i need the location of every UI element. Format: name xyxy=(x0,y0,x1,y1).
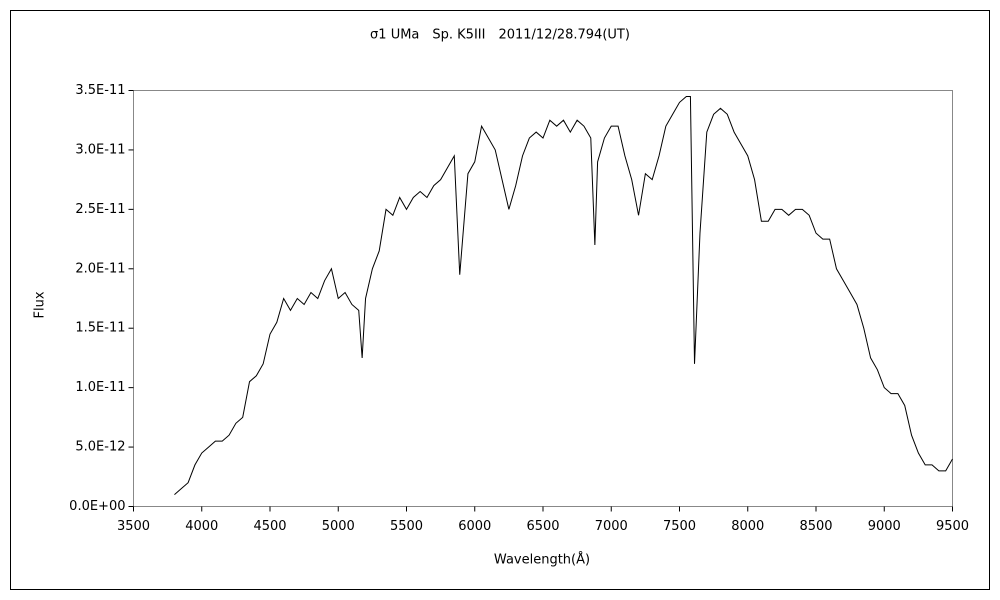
plot-area xyxy=(133,90,953,507)
x-tick-label: 5000 xyxy=(322,519,355,534)
x-tick-label: 9000 xyxy=(868,519,901,534)
y-tick-label: 2.0E-11 xyxy=(75,261,125,276)
x-tick-label: 5500 xyxy=(390,519,423,534)
x-tick-label: 4000 xyxy=(185,519,218,534)
y-tick-label: 1.0E-11 xyxy=(75,380,125,395)
y-tick-label: 0.0E+00 xyxy=(69,499,125,514)
y-tick-label: 2.5E-11 xyxy=(75,202,125,217)
spectrum-line xyxy=(174,95,953,495)
x-tick-label: 6000 xyxy=(458,519,491,534)
x-axis-label: Wavelength(Å) xyxy=(494,552,590,568)
y-tick-label: 1.5E-11 xyxy=(75,321,125,336)
x-tick-label: 3500 xyxy=(117,519,150,534)
x-tick-label: 8000 xyxy=(731,519,764,534)
x-tick-label: 8500 xyxy=(799,519,832,534)
x-tick-label: 7000 xyxy=(595,519,628,534)
x-tick-label: 4500 xyxy=(253,519,286,534)
chart-title: σ1 UMa Sp. K5III 2011/12/28.794(UT) xyxy=(370,28,630,43)
x-tick-label: 9500 xyxy=(936,519,969,534)
y-tick-label: 3.0E-11 xyxy=(75,142,125,157)
x-tick-label: 7500 xyxy=(663,519,696,534)
y-tick-label: 5.0E-12 xyxy=(75,440,125,455)
y-axis-label: Flux xyxy=(33,291,48,318)
y-tick-label: 3.5E-11 xyxy=(75,83,125,98)
x-tick-label: 6500 xyxy=(526,519,559,534)
